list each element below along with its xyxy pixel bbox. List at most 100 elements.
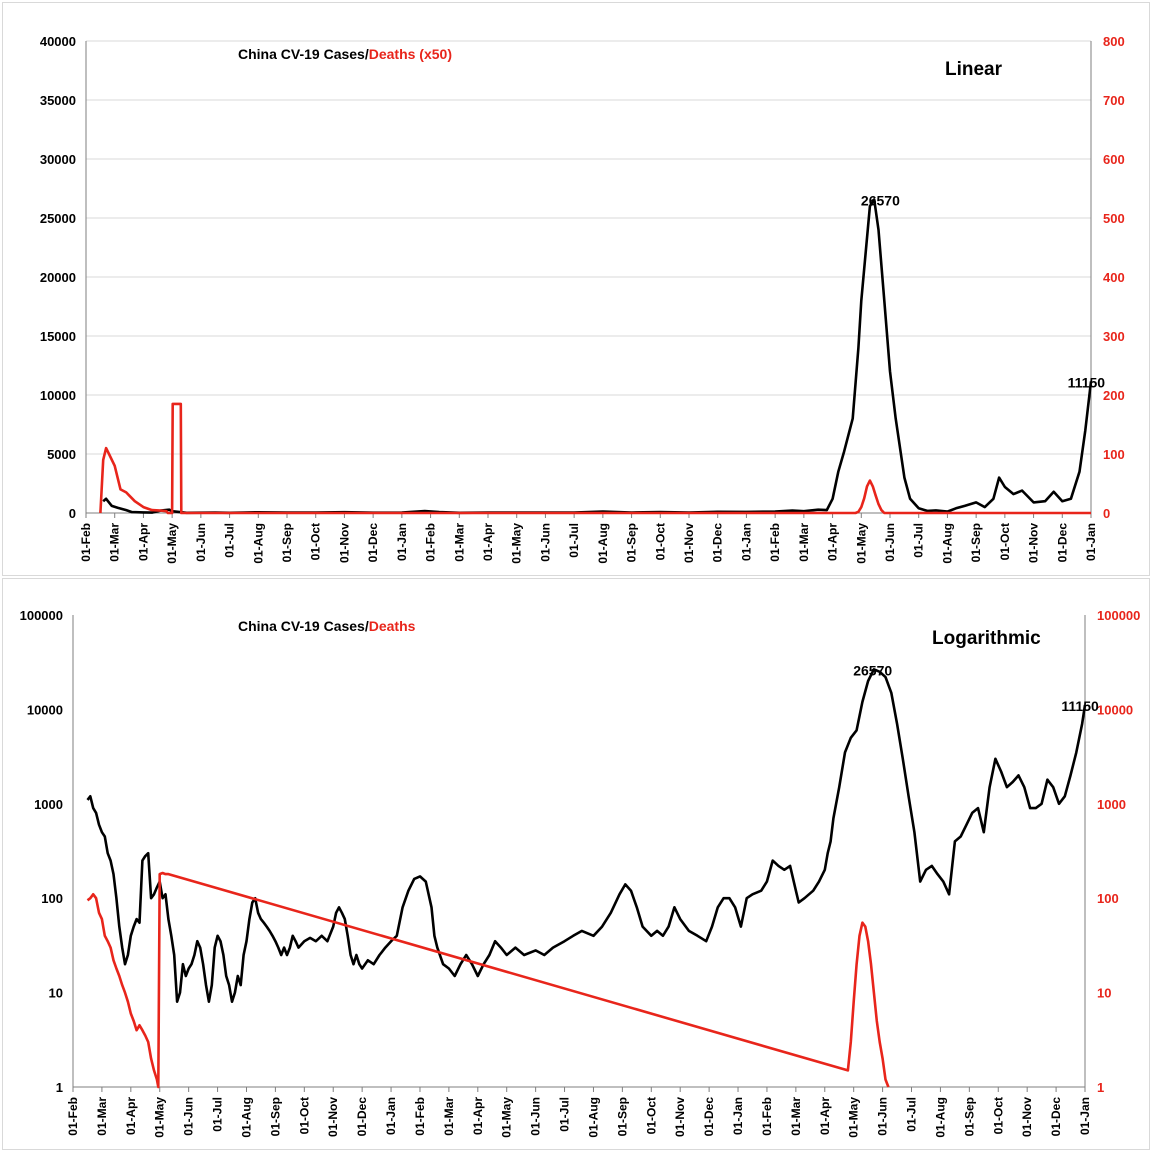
chart-title-deaths: Deaths (x50) <box>369 46 452 62</box>
x-tick-label: 01-Sep <box>280 523 294 562</box>
x-tick-label: 01-Nov <box>673 1097 687 1137</box>
y-right-tick-label: 100 <box>1103 447 1125 462</box>
chart-title-cases: China CV-19 Cases/ <box>238 46 369 62</box>
cases-series-line <box>86 668 1087 1003</box>
x-tick-label: 01-Dec <box>702 1097 716 1137</box>
x-tick-label: 01-May <box>500 1097 514 1138</box>
y-right-tick-label: 1 <box>1097 1080 1104 1095</box>
y-left-tick-label: 10 <box>49 986 63 1001</box>
x-tick-label: 01-Jun <box>182 1097 196 1136</box>
x-tick-label: 01-Jun <box>876 1097 890 1136</box>
peak-annotation-label: 11150 <box>1061 698 1099 714</box>
y-right-tick-label: 700 <box>1103 93 1125 108</box>
x-tick-label: 01-Aug <box>251 523 265 564</box>
y-left-tick-label: 10000 <box>40 388 76 403</box>
y-left-tick-label: 0 <box>69 506 76 521</box>
x-tick-label: 01-May <box>510 523 524 564</box>
y-left-tick-label: 1 <box>56 1080 63 1095</box>
x-tick-label: 01-Apr <box>471 1097 485 1135</box>
linear-chart-panel: 0 5000 10000 15000 20000 25000 30000 35000 40000… <box>2 2 1150 576</box>
x-tick-label: 01-Aug <box>933 1097 947 1138</box>
y-left-tick-label: 30000 <box>40 152 76 167</box>
y-left-tick-label: 100000 <box>20 608 63 623</box>
x-tick-label: 01-Jul <box>567 523 581 558</box>
x-tick-label: 01-Dec <box>355 1097 369 1137</box>
x-tick-label: 01-Jan <box>1078 1097 1092 1135</box>
y-right-tick-label: 200 <box>1103 388 1125 403</box>
y-left-tick-label: 100 <box>41 891 63 906</box>
y-right-tick-label: 10000 <box>1097 702 1133 717</box>
chart-title-cases: China CV-19 Cases/ <box>238 618 369 634</box>
x-tick-label: 01-Sep <box>268 1097 282 1136</box>
x-tick-label: 01-Mar <box>442 1097 456 1136</box>
x-tick-label: 01-Jan <box>1084 523 1098 561</box>
y-right-tick-label: 100 <box>1097 891 1119 906</box>
deaths-series-line <box>99 402 1091 515</box>
x-tick-label: 01-Oct <box>297 1097 311 1134</box>
scale-label: Linear <box>945 59 1003 80</box>
x-tick-label: 01-Oct <box>309 523 323 560</box>
y-right-tick-label: 100000 <box>1097 608 1140 623</box>
x-tick-label: 01-Jan <box>731 1097 745 1135</box>
y-right-tick-label: 0 <box>1103 506 1110 521</box>
y-left-tick-label: 15000 <box>40 329 76 344</box>
x-tick-label: 01-Nov <box>326 1097 340 1137</box>
x-tick-label: 01-Mar <box>789 1097 803 1136</box>
x-tick-label: 01-Jul <box>912 523 926 558</box>
x-tick-label: 01-Jul <box>223 523 237 558</box>
y-left-tick-label: 1000 <box>34 797 63 812</box>
x-tick-label: 01-Apr <box>481 523 495 561</box>
x-tick-label: 01-Dec <box>1055 523 1069 563</box>
x-tick-label: 01-Nov <box>1020 1097 1034 1137</box>
x-tick-label: 01-Apr <box>826 523 840 561</box>
x-tick-label: 01-Sep <box>625 523 639 562</box>
peak-annotation-label: 26570 <box>861 192 900 208</box>
x-tick-label: 01-Oct <box>991 1097 1005 1134</box>
x-tick-label: 01-May <box>854 523 868 564</box>
x-tick-label: 01-Dec <box>1049 1097 1063 1137</box>
x-tick-label: 01-Jun <box>883 523 897 562</box>
y-left-tick-label: 10000 <box>27 702 63 717</box>
x-tick-label: 01-Jul <box>905 1097 919 1132</box>
deaths-series-line <box>86 871 890 1089</box>
x-tick-label: 01-Feb <box>79 523 93 562</box>
x-tick-label: 01-Aug <box>940 523 954 564</box>
y-left-tick-label: 35000 <box>40 93 76 108</box>
y-left-tick-label: 25000 <box>40 211 76 226</box>
x-tick-label: 01-Jun <box>538 523 552 562</box>
y-right-tick-label: 10 <box>1097 986 1111 1001</box>
y-left-tick-label: 20000 <box>40 270 76 285</box>
y-left-tick-label: 5000 <box>47 447 76 462</box>
x-tick-label: 01-Sep <box>615 1097 629 1136</box>
x-tick-label: 01-Aug <box>239 1097 253 1138</box>
x-tick-label: 01-Dec <box>366 523 380 563</box>
x-tick-label: 01-Aug <box>596 523 610 564</box>
x-tick-label: 01-Oct <box>998 523 1012 560</box>
logarithmic-chart-panel: 1 10 100 1000 10000 100000 1 10 100 1000 10000 1000… <box>2 578 1150 1150</box>
x-tick-label: 01-Mar <box>95 1097 109 1136</box>
x-tick-label: 01-Oct <box>644 1097 658 1134</box>
peak-annotation-label: 11150 <box>1068 374 1106 390</box>
x-tick-label: 01-Feb <box>424 523 438 562</box>
x-tick-label: 01-Jul <box>558 1097 572 1132</box>
x-tick-label: 01-Nov <box>682 523 696 563</box>
x-tick-label: 01-May <box>847 1097 861 1138</box>
y-right-tick-label: 800 <box>1103 34 1125 49</box>
x-tick-label: 01-Mar <box>797 523 811 562</box>
x-tick-label: 01-Aug <box>586 1097 600 1138</box>
x-tick-label: 01-Mar <box>108 523 122 562</box>
peak-annotation-label: 26570 <box>853 662 892 678</box>
x-tick-label: 01-Jul <box>211 1097 225 1132</box>
y-right-tick-label: 500 <box>1103 211 1125 226</box>
y-left-tick-label: 40000 <box>40 34 76 49</box>
x-tick-label: 01-Nov <box>337 523 351 563</box>
chart-title: China CV-19 Cases/Deaths (x50) <box>238 46 452 62</box>
x-tick-label: 01-Feb <box>66 1097 80 1136</box>
x-tick-label: 01-Mar <box>452 523 466 562</box>
x-tick-label: 01-Jan <box>395 523 409 561</box>
x-tick-label: 01-Apr <box>818 1097 832 1135</box>
chart-title-deaths: Deaths <box>369 618 416 634</box>
x-tick-label: 01-Apr <box>136 523 150 561</box>
chart-title: China CV-19 Cases/Deaths <box>238 618 416 634</box>
x-tick-label: 01-Jan <box>384 1097 398 1135</box>
